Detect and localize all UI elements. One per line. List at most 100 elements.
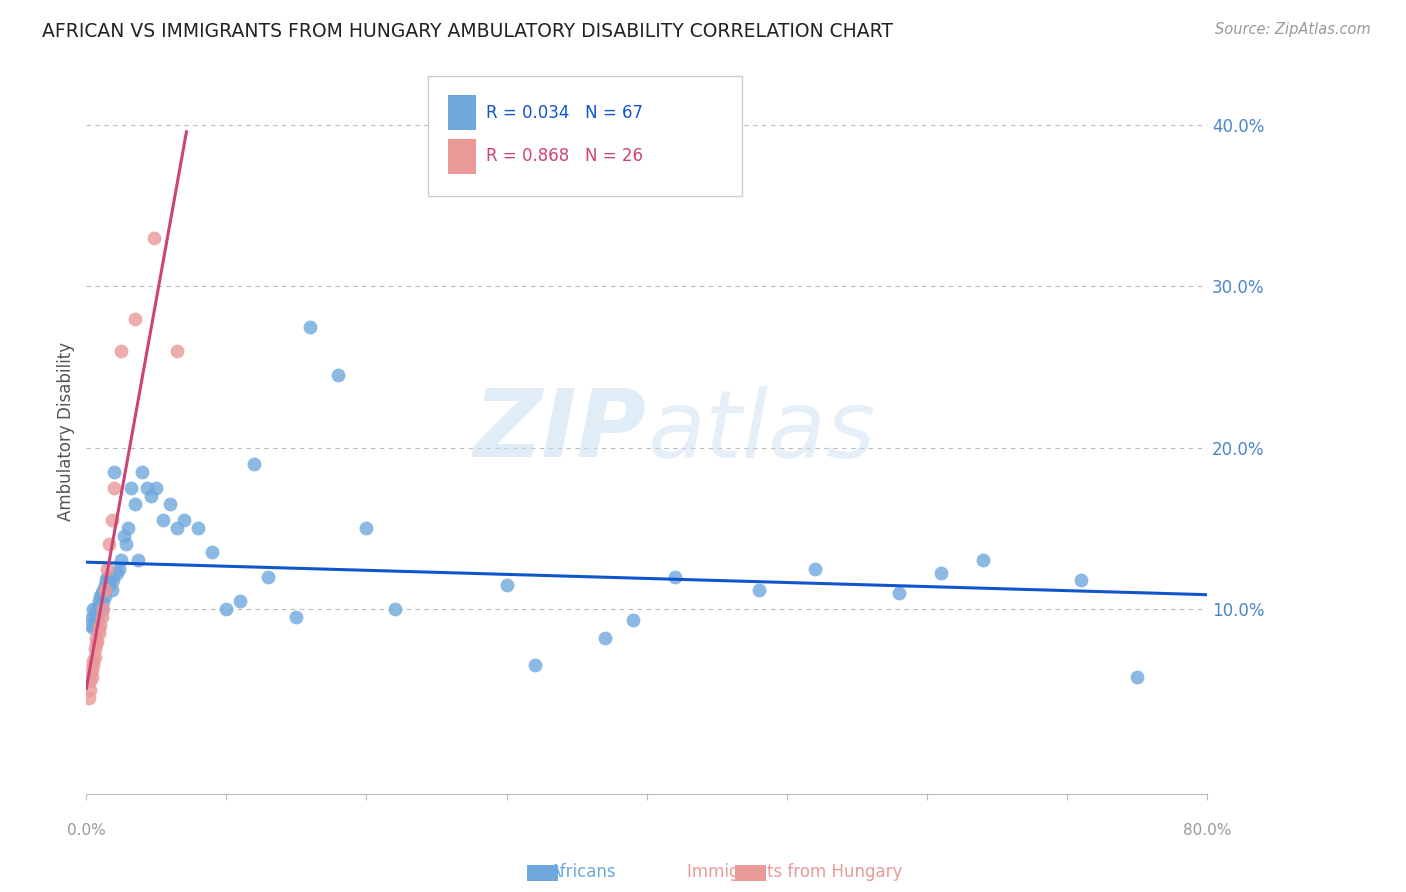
Point [82,653,104,667]
Point [86,605,108,619]
Point [117,521,139,535]
Point [1126,670,1149,684]
Point [86,613,108,627]
Text: R = 0.868   N = 26: R = 0.868 N = 26 [486,147,644,165]
Point [105,566,128,581]
Point [664,569,686,583]
Point [89,605,111,619]
Point [495,577,517,591]
Point [110,553,132,567]
Point [82,621,104,635]
Point [87,621,110,635]
Point [243,457,266,471]
Point [112,529,135,543]
Point [100,582,122,597]
Point [82,602,104,616]
Point [523,658,546,673]
Text: AFRICAN VS IMMIGRANTS FROM HUNGARY AMBULATORY DISABILITY CORRELATION CHART: AFRICAN VS IMMIGRANTS FROM HUNGARY AMBUL… [42,22,893,41]
Point [90,586,112,600]
FancyBboxPatch shape [449,95,477,130]
FancyBboxPatch shape [429,76,742,195]
Point [80,610,103,624]
Point [131,465,153,479]
Point [120,481,142,495]
Point [124,497,146,511]
Point [152,513,174,527]
Point [83,615,105,629]
Point [748,582,770,597]
Point [593,631,616,645]
Point [804,561,827,575]
Point [107,561,129,575]
Point [94,573,117,587]
Y-axis label: Ambulatory Disability: Ambulatory Disability [58,342,75,521]
Point [82,658,104,673]
Point [77,690,100,705]
Point [83,642,105,657]
Text: 0.0%: 0.0% [67,823,105,838]
Point [84,610,107,624]
Point [384,602,406,616]
Point [124,311,146,326]
Point [114,537,136,551]
Point [91,602,114,616]
Point [201,545,224,559]
Point [257,569,280,583]
Text: ZIP: ZIP [474,385,647,477]
Point [127,553,149,567]
Point [621,613,644,627]
Point [91,582,114,597]
Point [139,489,162,503]
Point [929,566,952,581]
Point [97,537,120,551]
Point [79,618,101,632]
Point [285,610,308,624]
Point [87,594,110,608]
FancyBboxPatch shape [449,139,477,174]
Point [79,674,101,689]
Point [173,513,195,527]
Point [84,602,107,616]
Point [93,582,115,597]
Point [83,608,105,623]
Point [90,602,112,616]
Point [91,594,114,608]
Point [1070,573,1092,587]
Point [187,521,209,535]
Point [145,481,167,495]
Point [89,589,111,603]
Point [84,637,107,651]
Point [96,561,118,575]
Point [80,663,103,677]
Point [166,521,188,535]
Point [97,577,120,591]
Point [110,343,132,358]
Point [299,319,322,334]
Point [79,682,101,697]
Point [80,670,103,684]
Point [101,573,124,587]
Point [215,602,238,616]
Point [887,586,910,600]
Point [93,577,115,591]
Point [166,343,188,358]
Point [84,631,107,645]
Point [100,513,122,527]
Point [98,573,121,587]
Point [135,481,157,495]
Text: R = 0.034   N = 67: R = 0.034 N = 67 [486,103,644,122]
Point [229,594,252,608]
Point [103,481,125,495]
Point [96,569,118,583]
Point [83,650,105,665]
Point [142,231,165,245]
Point [159,497,181,511]
Point [87,626,110,640]
Text: 80.0%: 80.0% [1182,823,1232,838]
Text: atlas: atlas [647,386,875,477]
Text: Source: ZipAtlas.com: Source: ZipAtlas.com [1215,22,1371,37]
Point [93,589,115,603]
Point [356,521,378,535]
Point [87,599,110,613]
Text: Immigrants from Hungary: Immigrants from Hungary [686,863,903,881]
